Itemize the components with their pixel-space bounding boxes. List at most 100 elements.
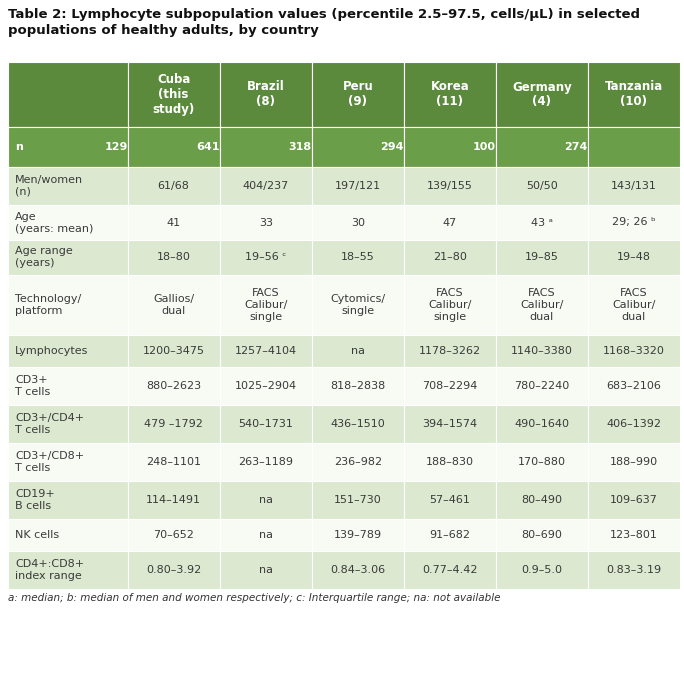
Text: 100: 100 <box>473 142 496 152</box>
Bar <box>128 335 220 367</box>
Bar <box>312 275 404 335</box>
Text: 151–730: 151–730 <box>334 495 382 505</box>
Bar <box>588 481 680 519</box>
Bar <box>496 443 588 481</box>
Text: 0.9–5.0: 0.9–5.0 <box>521 565 562 575</box>
Bar <box>312 551 404 589</box>
Bar <box>496 205 588 240</box>
Bar <box>496 275 588 335</box>
Bar <box>128 275 220 335</box>
Bar <box>588 335 680 367</box>
Text: Gallios/
dual: Gallios/ dual <box>153 294 194 316</box>
Text: 0.80–3.92: 0.80–3.92 <box>146 565 201 575</box>
Text: 57–461: 57–461 <box>430 495 471 505</box>
Text: 70–652: 70–652 <box>153 530 194 540</box>
Bar <box>8 443 128 481</box>
Text: 1140–3380: 1140–3380 <box>511 346 573 356</box>
Bar <box>128 481 220 519</box>
Bar <box>220 443 312 481</box>
Bar <box>404 62 496 127</box>
Bar <box>404 519 496 551</box>
Bar <box>496 240 588 275</box>
Text: 41: 41 <box>167 218 181 228</box>
Bar <box>312 443 404 481</box>
Bar <box>8 127 128 167</box>
Bar <box>496 127 588 167</box>
Text: 91–682: 91–682 <box>430 530 471 540</box>
Bar <box>404 275 496 335</box>
Bar <box>220 405 312 443</box>
Bar <box>220 127 312 167</box>
Bar <box>8 275 128 335</box>
Bar <box>496 405 588 443</box>
Bar <box>8 367 128 405</box>
Text: 641: 641 <box>196 142 220 152</box>
Bar <box>8 62 128 127</box>
Text: Lymphocytes: Lymphocytes <box>15 346 88 356</box>
Text: na: na <box>259 530 273 540</box>
Bar <box>312 367 404 405</box>
Text: 188–990: 188–990 <box>610 457 658 467</box>
Bar <box>588 275 680 335</box>
Bar <box>404 443 496 481</box>
Text: 47: 47 <box>443 218 457 228</box>
Text: 1200–3475: 1200–3475 <box>143 346 205 356</box>
Text: n: n <box>15 142 23 152</box>
Text: 263–1189: 263–1189 <box>238 457 293 467</box>
Text: Brazil
(8): Brazil (8) <box>247 80 285 109</box>
Bar <box>220 519 312 551</box>
Bar <box>404 367 496 405</box>
Text: 683–2106: 683–2106 <box>607 381 661 391</box>
Bar <box>128 443 220 481</box>
Text: 18–55: 18–55 <box>341 253 375 262</box>
Bar <box>312 62 404 127</box>
Text: 61/68: 61/68 <box>158 181 189 191</box>
Text: 18–80: 18–80 <box>157 253 191 262</box>
Bar <box>588 62 680 127</box>
Text: 19–85: 19–85 <box>525 253 559 262</box>
Text: CD19+
B cells: CD19+ B cells <box>15 489 55 511</box>
Text: FACS
Calibur/
single: FACS Calibur/ single <box>244 288 287 321</box>
Bar <box>128 367 220 405</box>
Bar <box>404 167 496 205</box>
Bar <box>220 367 312 405</box>
Bar <box>220 62 312 127</box>
Text: 404/237: 404/237 <box>243 181 289 191</box>
Text: Germany
(4): Germany (4) <box>512 80 572 109</box>
Text: 0.84–3.06: 0.84–3.06 <box>330 565 385 575</box>
Text: 708–2294: 708–2294 <box>422 381 477 391</box>
Bar <box>8 519 128 551</box>
Bar <box>128 205 220 240</box>
Text: Age
(years: mean): Age (years: mean) <box>15 212 94 233</box>
Bar <box>496 167 588 205</box>
Text: a: median; b: median of men and women respectively; c: Interquartile range; na: : a: median; b: median of men and women re… <box>8 593 501 603</box>
Text: 188–830: 188–830 <box>426 457 474 467</box>
Bar <box>588 167 680 205</box>
Text: FACS
Calibur/
single: FACS Calibur/ single <box>428 288 471 321</box>
Bar <box>496 367 588 405</box>
Text: 248–1101: 248–1101 <box>146 457 201 467</box>
Text: 33: 33 <box>259 218 273 228</box>
Text: 80–490: 80–490 <box>521 495 562 505</box>
Bar <box>312 405 404 443</box>
Text: 479 –1792: 479 –1792 <box>144 419 203 429</box>
Bar <box>312 127 404 167</box>
Bar <box>220 551 312 589</box>
Text: 129: 129 <box>104 142 128 152</box>
Bar <box>588 519 680 551</box>
Bar <box>588 367 680 405</box>
Text: 780–2240: 780–2240 <box>514 381 570 391</box>
Text: 540–1731: 540–1731 <box>238 419 293 429</box>
Bar <box>496 62 588 127</box>
Text: 21–80: 21–80 <box>433 253 466 262</box>
Text: Peru
(9): Peru (9) <box>343 80 373 109</box>
Bar <box>588 551 680 589</box>
Text: na: na <box>259 565 273 575</box>
Bar <box>588 205 680 240</box>
Text: 1257–4104: 1257–4104 <box>235 346 297 356</box>
Text: 109–637: 109–637 <box>610 495 658 505</box>
Bar <box>220 275 312 335</box>
Bar <box>8 335 128 367</box>
Text: 1025–2904: 1025–2904 <box>235 381 297 391</box>
Text: 0.83–3.19: 0.83–3.19 <box>607 565 661 575</box>
